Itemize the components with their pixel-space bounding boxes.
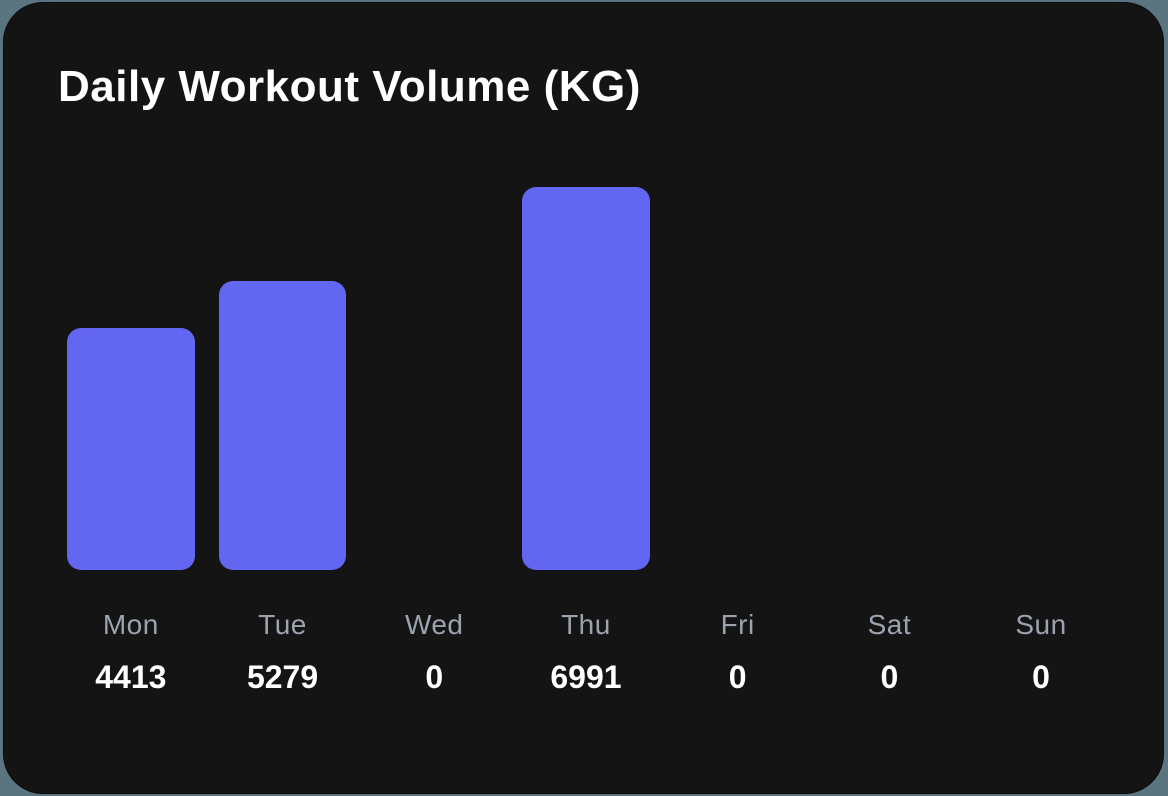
bar-area: [55, 187, 207, 570]
day-value: 0: [1032, 659, 1050, 695]
day-label: Sat: [867, 609, 912, 640]
day-value: 5279: [246, 659, 319, 695]
bar-area: [814, 187, 966, 570]
day-value: 0: [728, 659, 747, 695]
day-value: 4413: [95, 659, 167, 695]
day-label: Sun: [1015, 609, 1067, 640]
day-label: Wed: [404, 609, 464, 640]
bar-tue[interactable]: [218, 280, 347, 570]
day-column-wed: Wed 0: [358, 103, 510, 703]
workout-volume-card: Daily Workout Volume (KG) Mon 4413 Tue 5279…: [3, 2, 1164, 794]
day-column-sun: Sun 0: [965, 103, 1117, 703]
day-label: Tue: [258, 609, 307, 640]
bar-area: [965, 187, 1117, 570]
day-label: Thu: [561, 609, 611, 640]
bar-thu[interactable]: [522, 187, 650, 570]
day-column-mon: Mon 4413: [55, 103, 207, 703]
day-value: 6991: [550, 659, 622, 695]
day-column-sat: Sat 0: [814, 103, 966, 703]
bar-area: [207, 187, 359, 570]
day-column-thu: Thu 6991: [510, 103, 662, 703]
chart-title: Daily Workout Volume (KG): [58, 62, 641, 111]
bar-area: [358, 187, 510, 570]
bar-mon[interactable]: [67, 328, 195, 570]
day-label: Mon: [102, 609, 159, 640]
day-value: 0: [425, 659, 444, 695]
bar-area: [510, 187, 662, 570]
bar-area: [662, 187, 814, 570]
day-column-tue: Tue 5279: [207, 103, 359, 703]
day-label: Fri: [720, 609, 755, 640]
day-column-fri: Fri 0: [662, 103, 814, 703]
day-value: 0: [880, 659, 899, 695]
bar-chart: Mon 4413 Tue 5279 Wed 0 Thu 6991 Fri 0 Sat 0 Sun 0: [55, 103, 1117, 703]
